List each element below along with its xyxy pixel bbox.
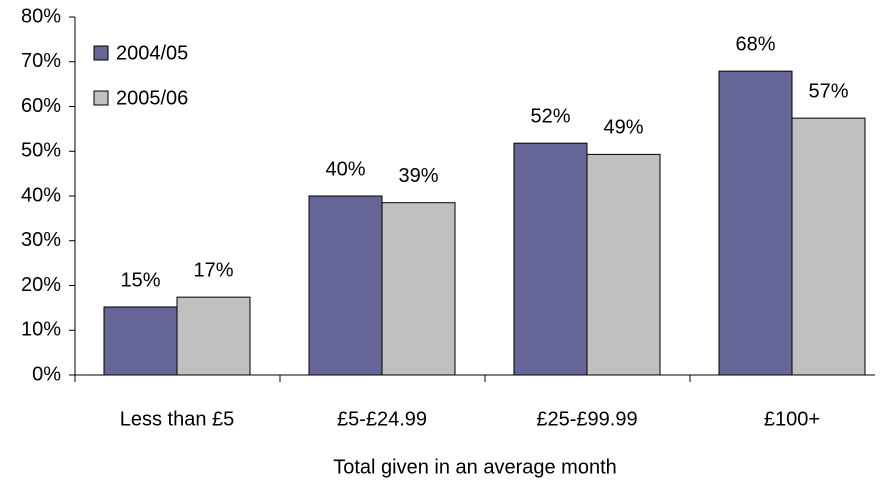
y-tick-label: 30% xyxy=(21,229,61,251)
data-label: 40% xyxy=(325,158,365,180)
data-label: 15% xyxy=(120,269,160,291)
x-tick-label: £100+ xyxy=(764,408,820,430)
y-tick-label: 70% xyxy=(21,50,61,72)
legend-label: 2005/06 xyxy=(116,87,188,109)
bar xyxy=(791,117,866,376)
bar xyxy=(513,142,588,376)
bar xyxy=(586,153,661,376)
y-tick-label: 0% xyxy=(32,363,61,385)
legend-swatch xyxy=(93,45,109,61)
x-axis-title: Total given in an average month xyxy=(333,456,617,478)
bar xyxy=(381,202,456,376)
y-tick-label: 40% xyxy=(21,184,61,206)
y-tick-label: 20% xyxy=(21,274,61,296)
legend-swatch xyxy=(93,90,109,106)
bar xyxy=(103,306,178,376)
bar xyxy=(308,195,383,376)
x-tick-label: £25-£99.99 xyxy=(536,408,637,430)
data-label: 39% xyxy=(398,165,438,187)
y-tick-label: 80% xyxy=(21,5,61,27)
y-tick-label: 60% xyxy=(21,95,61,117)
bar xyxy=(176,296,251,376)
y-tick-label: 50% xyxy=(21,140,61,162)
y-tick-label: 10% xyxy=(21,319,61,341)
data-label: 52% xyxy=(530,105,570,127)
legend-label: 2004/05 xyxy=(116,42,188,64)
data-label: 57% xyxy=(808,80,848,102)
x-tick-label: £5-£24.99 xyxy=(337,408,427,430)
data-label: 17% xyxy=(193,259,233,281)
x-tick-label: Less than £5 xyxy=(120,408,235,430)
data-label: 68% xyxy=(735,33,775,55)
data-label: 49% xyxy=(603,117,643,139)
bar xyxy=(718,70,793,376)
